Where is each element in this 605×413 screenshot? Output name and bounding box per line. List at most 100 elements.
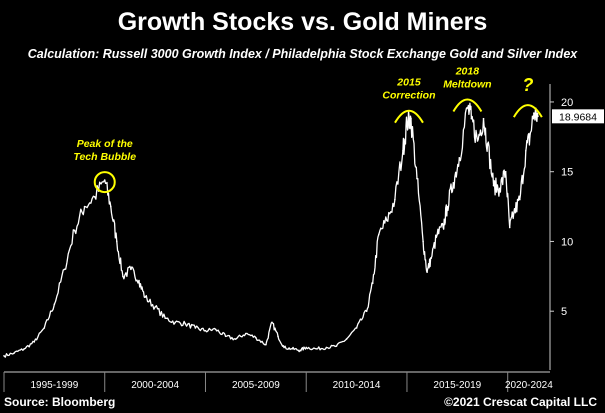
annotation-text: Meltdown: [443, 79, 491, 91]
data-point: [518, 198, 521, 201]
annotation-text: Correction: [382, 90, 435, 102]
data-point: [442, 226, 445, 229]
data-point: [83, 205, 86, 208]
data-point: [63, 268, 66, 271]
data-point: [430, 257, 432, 259]
data-point: [335, 345, 338, 347]
data-point: [416, 177, 418, 180]
data-point: [446, 205, 449, 208]
data-point: [512, 212, 515, 215]
data-point: [265, 343, 267, 346]
data-point: [194, 327, 197, 329]
data-point: [426, 271, 428, 273]
data-point: [122, 275, 124, 278]
x-tick-label: 2010-2014: [333, 380, 381, 391]
data-point: [406, 122, 408, 124]
data-point: [466, 106, 469, 109]
annotation-text: 2015: [396, 77, 421, 89]
data-point: [234, 338, 237, 340]
data-point: [291, 348, 293, 350]
data-point: [371, 282, 374, 285]
annotation-arc: [512, 104, 543, 118]
data-point: [3, 355, 5, 357]
data-point: [33, 341, 36, 343]
y-tick-label: 5: [561, 306, 567, 318]
data-point: [394, 198, 396, 201]
data-point: [470, 117, 473, 120]
data-point: [138, 279, 140, 282]
data-point: [43, 327, 46, 329]
last-value-box: [552, 109, 604, 124]
data-point: [525, 149, 527, 152]
data-point: [154, 306, 156, 308]
data-point: [315, 348, 318, 350]
y-tick-label: 10: [561, 236, 573, 248]
y-tick-label: 15: [561, 167, 573, 179]
data-point: [244, 332, 247, 335]
x-tick-label: 2020-2024: [505, 380, 553, 391]
data-point: [299, 349, 301, 352]
data-point: [23, 348, 25, 350]
data-point: [116, 240, 118, 243]
data-point: [377, 233, 380, 236]
data-point: [255, 336, 257, 339]
credit-label: ©2021 Crescat Capital LLC: [444, 395, 597, 409]
last-value-label: 18.9684: [559, 111, 597, 123]
data-point: [476, 140, 479, 142]
annotation-text: 2018: [455, 66, 480, 78]
data-point: [130, 268, 132, 271]
data-point: [452, 182, 455, 184]
data-point: [402, 149, 404, 152]
annotation-arc: [452, 98, 483, 113]
x-tick-label: 2015-2019: [433, 380, 481, 391]
data-point: [410, 117, 412, 120]
y-tick-label: 20: [561, 97, 573, 109]
data-point: [458, 156, 461, 159]
x-tick-label: 1995-1999: [30, 380, 78, 391]
data-point: [144, 296, 146, 299]
annotation-text: ?: [522, 75, 533, 95]
data-point: [533, 112, 535, 114]
annotation-text: Peak of the: [77, 138, 133, 150]
chart-subtitle: Calculation: Russell 3000 Growth Index /…: [27, 47, 578, 61]
data-point: [53, 303, 56, 306]
data-point: [529, 136, 531, 138]
data-point: [325, 346, 328, 349]
annotation-circle: [93, 171, 116, 194]
data-point: [508, 226, 511, 229]
plot-layer: [3, 102, 539, 358]
data-point: [184, 322, 187, 325]
data-point: [164, 317, 166, 319]
data-point: [498, 187, 501, 190]
data-point: [277, 335, 279, 338]
data-point: [174, 321, 177, 324]
data-point: [492, 184, 495, 187]
data-point: [482, 117, 485, 120]
data-point: [214, 328, 217, 331]
chart-title: Growth Stocks vs. Gold Miners: [117, 8, 488, 36]
data-point: [13, 352, 15, 354]
x-tick-label: 2005-2009: [232, 380, 280, 391]
data-point: [73, 229, 76, 232]
annotation-text: Tech Bubble: [73, 151, 136, 163]
data-point: [486, 143, 489, 145]
data-point: [537, 115, 539, 118]
data-point: [355, 327, 358, 329]
axis-layer: 5 10 15 20 1995-1999 2000-2004 2005-2009 2010-2…: [3, 84, 604, 392]
source-label: Source: Bloomberg: [4, 395, 116, 409]
data-point: [436, 233, 438, 236]
data-point: [386, 219, 388, 222]
data-point: [224, 335, 227, 338]
series-line: [3, 102, 539, 358]
data-point: [93, 196, 96, 198]
data-point: [283, 346, 285, 349]
data-point: [271, 321, 273, 324]
x-tick-label: 2000-2004: [131, 380, 179, 391]
annotation-arc: [394, 109, 424, 124]
data-point: [109, 205, 112, 208]
data-point: [365, 310, 368, 313]
data-point: [345, 338, 348, 340]
data-point: [305, 346, 308, 349]
